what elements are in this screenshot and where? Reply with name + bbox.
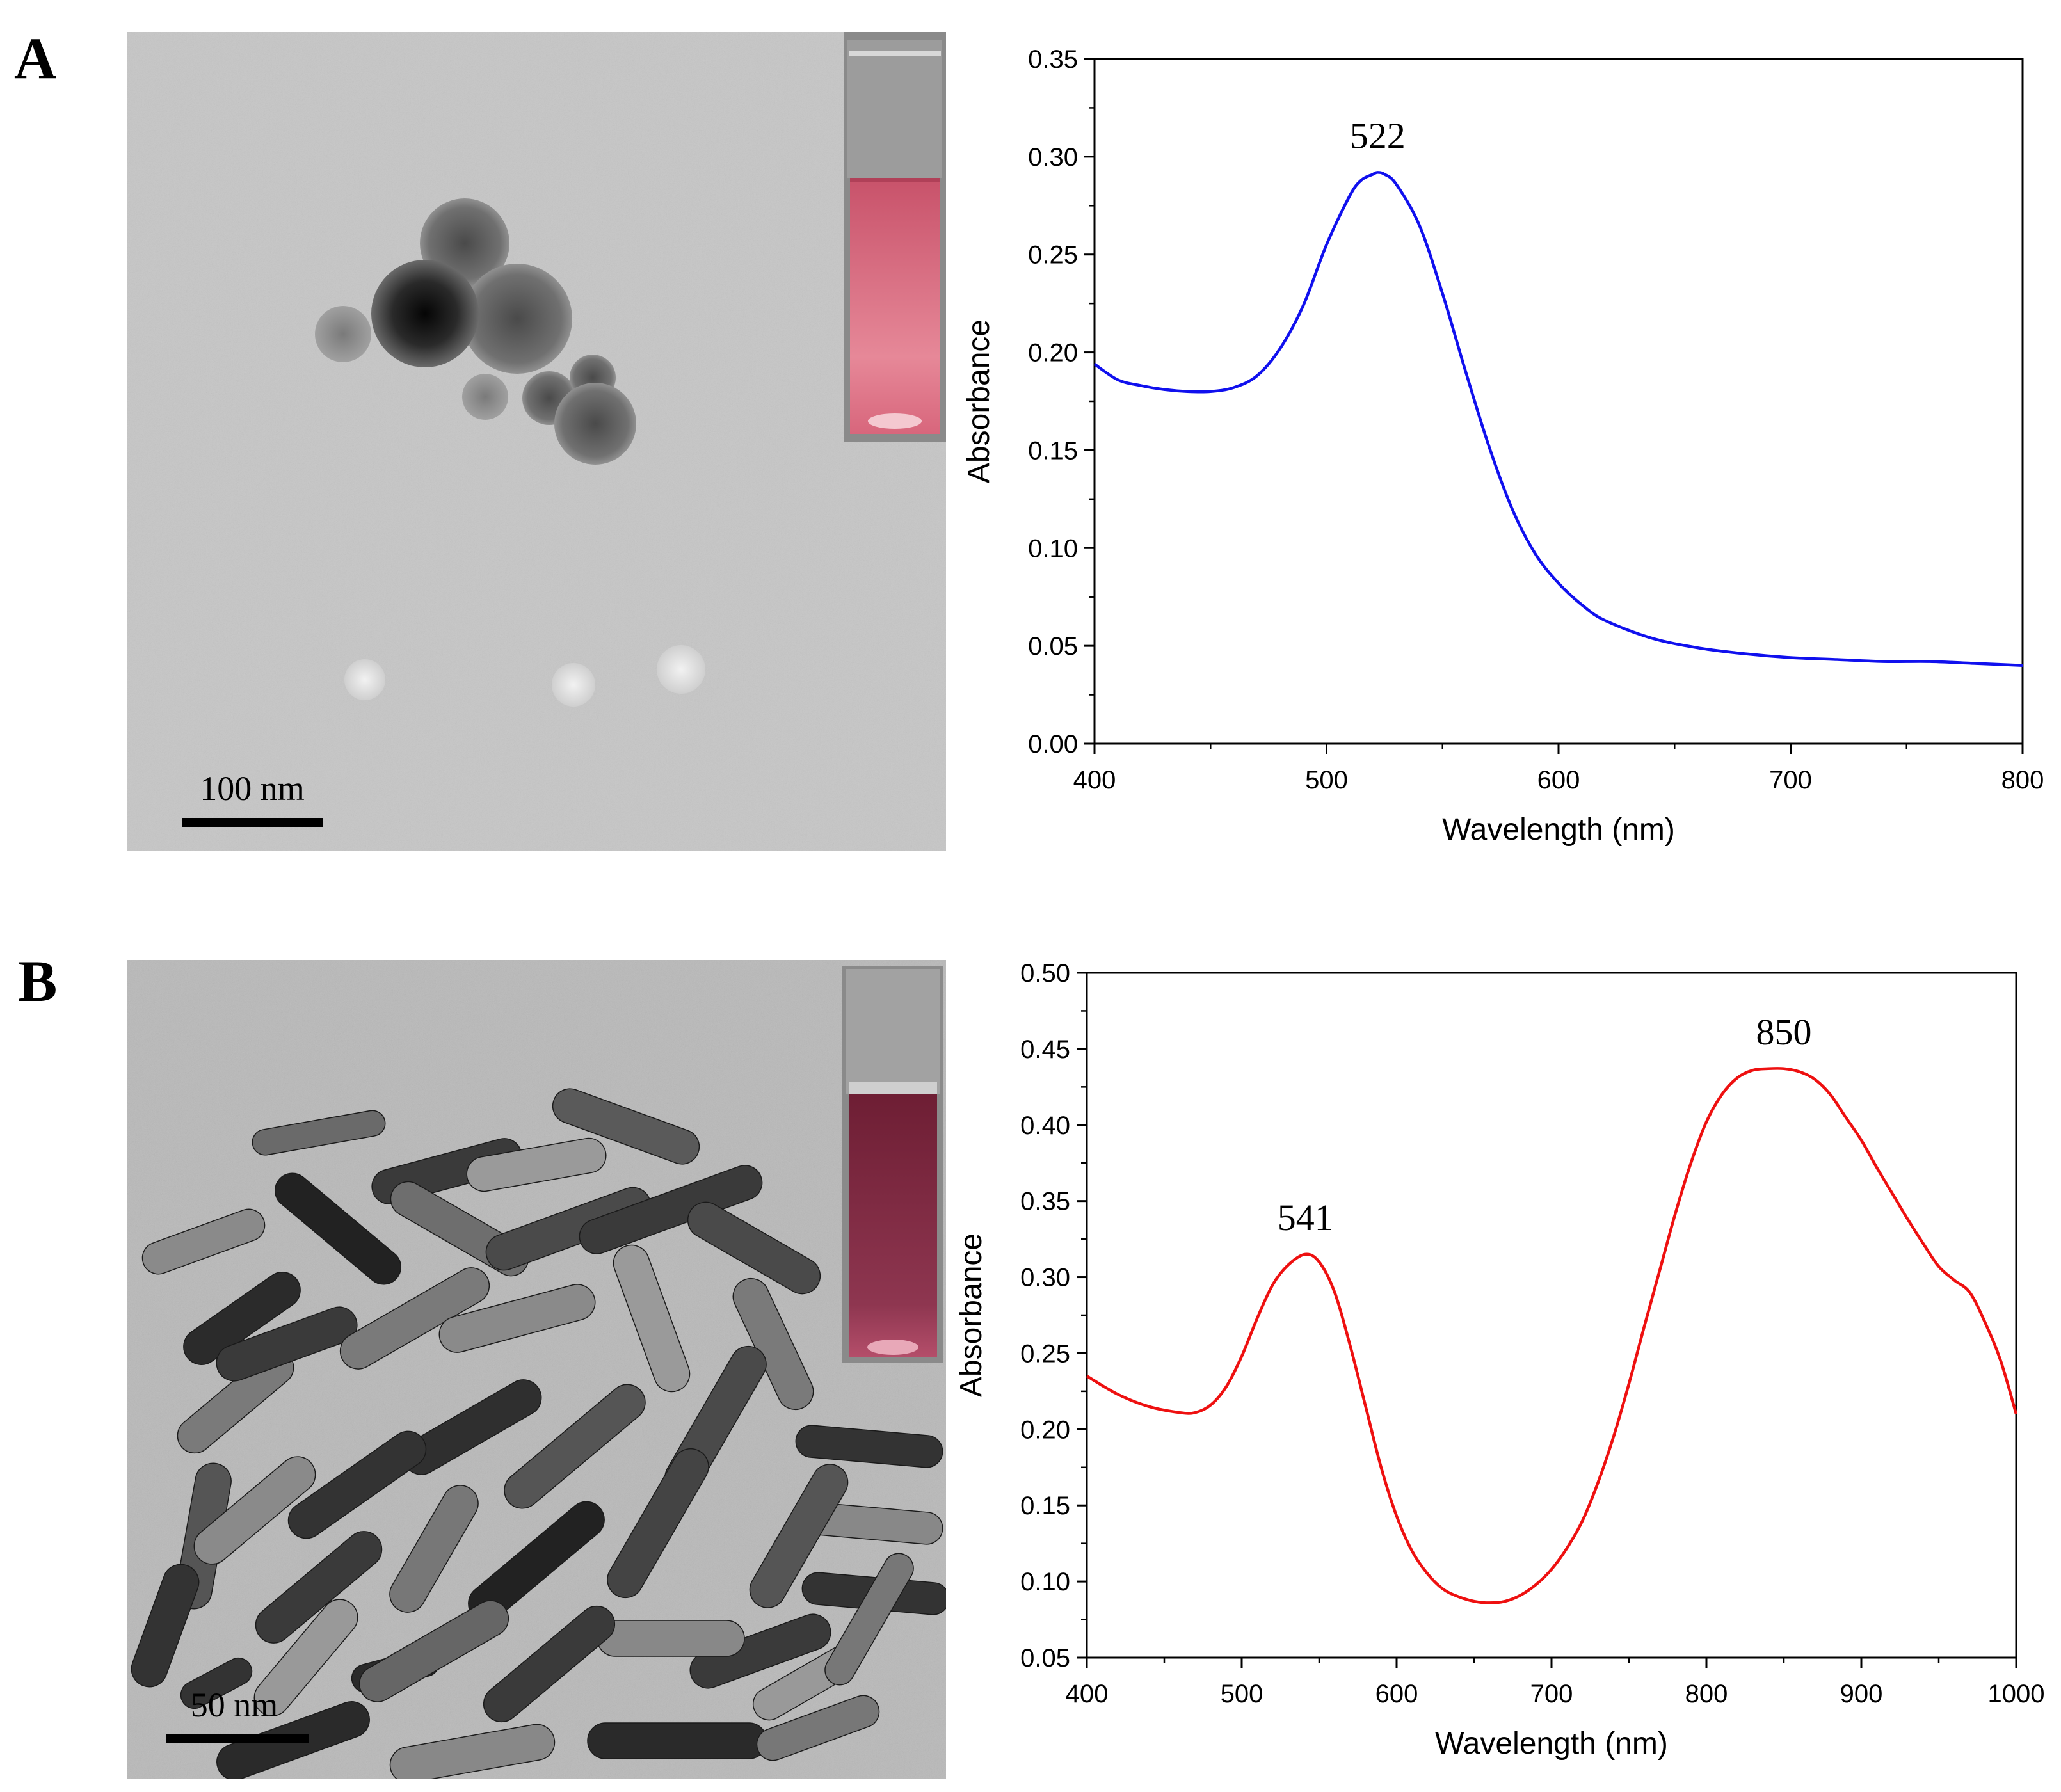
- nanorod: [587, 1722, 767, 1759]
- x-tick-label: 600: [1537, 766, 1580, 794]
- nanorod: [552, 1088, 700, 1165]
- y-tick-label: 0.05: [1028, 632, 1078, 660]
- y-tick-label: 0.05: [1020, 1644, 1070, 1672]
- nanosphere: [554, 383, 636, 465]
- y-tick-label: 0.25: [1028, 241, 1078, 269]
- panel-label-a: A: [14, 26, 57, 91]
- nanorod: [193, 1456, 316, 1565]
- nanosphere: [462, 264, 572, 374]
- x-tick-label: 600: [1375, 1680, 1418, 1708]
- y-tick-label: 0.45: [1020, 1036, 1070, 1064]
- plot-frame: [1086, 972, 2017, 1659]
- x-axis-label: Wavelength (nm): [1435, 1727, 1668, 1761]
- y-tick-label: 0.25: [1020, 1340, 1070, 1368]
- panel-label-b: B: [18, 948, 58, 1014]
- y-tick-label: 0.15: [1020, 1492, 1070, 1520]
- x-tick-label: 900: [1840, 1680, 1883, 1708]
- scale-bar-label: 50 nm: [191, 1686, 278, 1724]
- x-axis-label: Wavelength (nm): [1442, 813, 1675, 847]
- y-tick-label: 0.30: [1020, 1264, 1070, 1292]
- nanorod: [131, 1564, 200, 1688]
- nanorod: [216, 1306, 358, 1382]
- nanorod: [504, 1384, 646, 1509]
- pale-blob: [552, 663, 595, 707]
- y-tick-label: 0.10: [1028, 534, 1078, 563]
- nanosphere: [315, 306, 371, 362]
- nanorod: [183, 1272, 301, 1365]
- y-tick-label: 0.35: [1028, 45, 1078, 74]
- nanorod: [687, 1201, 821, 1295]
- cuvette-inset: [844, 32, 946, 442]
- cuvette-inset: [842, 966, 943, 1363]
- nanorod: [607, 1448, 709, 1599]
- nanorod: [339, 1267, 490, 1370]
- x-tick-label: 700: [1530, 1680, 1573, 1708]
- scale-bar: [166, 1734, 309, 1743]
- nanosphere: [371, 260, 479, 367]
- nanorod: [141, 1208, 266, 1275]
- nanosphere: [462, 374, 508, 420]
- nanorod: [756, 1695, 880, 1761]
- nanorod: [180, 1657, 253, 1709]
- nanorod: [253, 1599, 358, 1716]
- y-tick-label: 0.30: [1028, 143, 1078, 172]
- y-axis-label: Absorbance: [962, 319, 996, 483]
- plot-frame: [1093, 58, 2024, 745]
- x-tick-label: 800: [2001, 766, 2044, 794]
- nanorod: [579, 1165, 763, 1254]
- absorbance-line: [1086, 1067, 2018, 1604]
- y-tick-label: 0.35: [1020, 1188, 1070, 1216]
- x-tick-label: 400: [1066, 1680, 1109, 1708]
- pale-blob: [344, 659, 385, 700]
- y-tick-label: 0.10: [1020, 1568, 1070, 1596]
- nanorod: [795, 1425, 943, 1468]
- nanorod: [287, 1430, 427, 1539]
- y-tick-label: 0.00: [1028, 730, 1078, 758]
- absorbance-chart-b: 400 500 600 700 800 900 1000 0.05 0.10 0.15 0.20 0.…: [954, 947, 2061, 1786]
- nanorod: [613, 1244, 691, 1393]
- nanorod: [689, 1613, 831, 1689]
- scale-bar: [182, 818, 323, 827]
- x-tick-label: 400: [1073, 766, 1116, 794]
- y-tick-label: 0.40: [1020, 1112, 1070, 1140]
- scale-bar-label: 100 nm: [200, 769, 305, 808]
- y-tick-label: 0.20: [1028, 339, 1078, 367]
- nanorod: [466, 1137, 607, 1192]
- nanorod: [358, 1600, 509, 1702]
- nanorod: [389, 1724, 556, 1779]
- peak-annotation: 850: [1756, 1011, 1812, 1053]
- peak-annotation: 522: [1350, 115, 1406, 156]
- nanorod: [275, 1172, 401, 1285]
- nanorod: [389, 1485, 479, 1613]
- x-tick-label: 700: [1769, 766, 1812, 794]
- nanorod: [749, 1464, 849, 1608]
- absorbance-chart-a: 400 500 600 700 800 0.00 0.05 0.10 0.15 0.20 0.25 0…: [954, 26, 2061, 883]
- peak-annotation: 541: [1278, 1197, 1333, 1238]
- absorbance-line: [1093, 171, 2023, 667]
- y-tick-label: 0.20: [1020, 1416, 1070, 1444]
- nanorod: [597, 1620, 745, 1657]
- nanorod: [252, 1110, 386, 1156]
- tem-image-nanospheres: 100 nm: [127, 32, 946, 851]
- nanorod: [255, 1531, 383, 1644]
- pale-blob: [657, 645, 705, 694]
- y-tick-label: 0.15: [1028, 436, 1078, 465]
- x-tick-label: 500: [1305, 766, 1348, 794]
- x-tick-label: 500: [1221, 1680, 1263, 1708]
- x-tick-label: 1000: [1988, 1680, 2045, 1708]
- tem-image-nanorods: 50 nm: [127, 960, 946, 1779]
- x-tick-label: 800: [1685, 1680, 1728, 1708]
- nanorod: [438, 1284, 596, 1353]
- y-axis-label: Absorbance: [954, 1233, 988, 1397]
- nanorod: [824, 1553, 914, 1686]
- y-tick-label: 0.50: [1020, 959, 1070, 988]
- nanorod: [483, 1605, 616, 1723]
